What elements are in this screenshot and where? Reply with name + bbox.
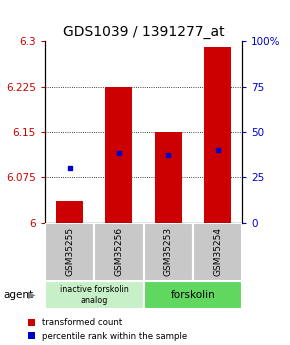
Text: agent: agent bbox=[3, 290, 33, 300]
Bar bbox=[204, 47, 231, 223]
Bar bbox=[144, 281, 242, 309]
Bar bbox=[155, 132, 182, 223]
Text: ▶: ▶ bbox=[28, 290, 36, 300]
Text: GSM35253: GSM35253 bbox=[164, 227, 173, 276]
Title: GDS1039 / 1391277_at: GDS1039 / 1391277_at bbox=[63, 25, 224, 39]
Bar bbox=[45, 281, 144, 309]
Bar bbox=[193, 223, 242, 281]
Text: GSM35255: GSM35255 bbox=[65, 227, 74, 276]
Bar bbox=[94, 223, 144, 281]
Bar bbox=[105, 87, 133, 223]
Bar bbox=[56, 201, 83, 223]
Bar bbox=[45, 223, 94, 281]
Text: GSM35254: GSM35254 bbox=[213, 227, 222, 276]
Legend: transformed count, percentile rank within the sample: transformed count, percentile rank withi… bbox=[28, 318, 187, 341]
Text: inactive forskolin
analog: inactive forskolin analog bbox=[60, 285, 129, 305]
Bar bbox=[144, 223, 193, 281]
Text: forskolin: forskolin bbox=[171, 290, 215, 300]
Text: GSM35256: GSM35256 bbox=[114, 227, 124, 276]
